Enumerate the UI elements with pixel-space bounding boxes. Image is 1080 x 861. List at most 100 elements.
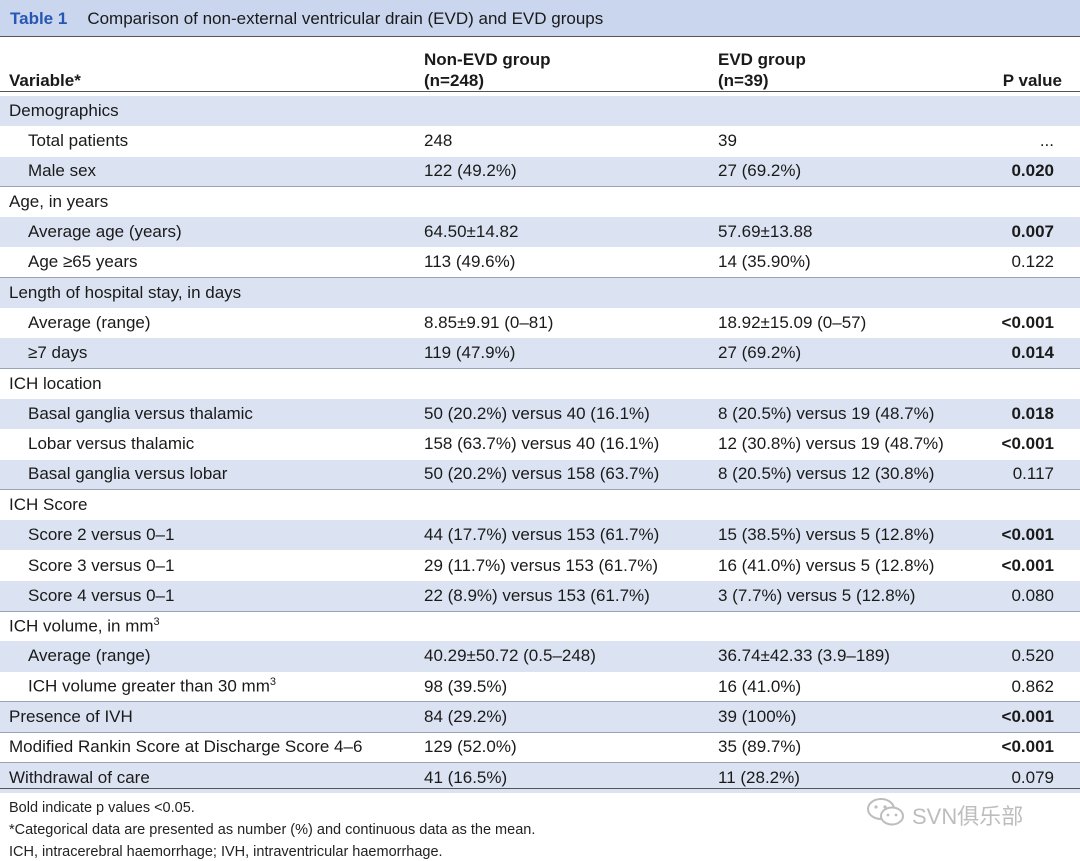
row-label-text: Male sex: [28, 161, 97, 181]
cell-p-value: <0.001: [985, 731, 1080, 763]
cell-p-value: 0.862: [1011, 676, 1054, 696]
row-label: ≥7 days: [0, 338, 418, 368]
cell-evd: 12 (30.8%) versus 19 (48.7%): [718, 434, 944, 454]
table-title: Comparison of non-external ventricular d…: [87, 8, 604, 28]
table-row: Modified Rankin Score at Discharge Score…: [0, 731, 1080, 763]
cell-evd: 8 (20.5%) versus 19 (48.7%): [718, 404, 935, 424]
table-row: Total patients 248 39...: [0, 126, 1080, 156]
cell-non-evd: 8.85±9.91 (0–81): [424, 313, 554, 333]
section-row: ICH location: [0, 368, 1080, 399]
row-label: Average (range): [0, 641, 418, 671]
watermark-text: SVN俱乐部: [912, 804, 1024, 829]
cell-p-value: 0.020: [1011, 161, 1054, 181]
row-label-text: Basal ganglia versus thalamic: [28, 404, 253, 424]
header-non-evd-title: Non-EVD group: [424, 50, 551, 69]
cell-evd: 15 (38.5%) versus 5 (12.8%): [718, 525, 935, 545]
table-row: Male sex 122 (49.2%) 27 (69.2%) 0.020: [0, 156, 1080, 187]
comparison-table: Variable* Non-EVD group (n=248) EVD grou…: [0, 37, 1080, 793]
footnote-significance: Bold indicate p values <0.05.: [9, 800, 195, 816]
table-row: Age ≥65 years 113 (49.6%) 14 (35.90%) 0.122: [0, 247, 1080, 277]
cell-non-evd: 119 (47.9%): [424, 343, 516, 363]
table-row: ≥7 days 119 (47.9%) 27 (69.2%) 0.014: [0, 338, 1080, 369]
table-row: ICH volume greater than 30 mm3 98 (39.5%)…: [0, 672, 1080, 702]
row-label: ICH location: [0, 368, 418, 399]
section-row: Age, in years: [0, 186, 1080, 218]
cell-p-value: 0.117: [1012, 464, 1054, 484]
cell-non-evd: 50 (20.2%) versus 158 (63.7%): [424, 464, 660, 484]
table-row: Basal ganglia versus lobar 50 (20.2%) ver…: [0, 459, 1080, 490]
header-non-evd-n: (n=248): [424, 71, 484, 90]
row-label-text: Score 4 versus 0–1: [28, 585, 175, 605]
cell-empty: [712, 186, 985, 218]
cell-empty: [712, 610, 985, 642]
cell-evd: 16 (41.0%) versus 5 (12.8%): [718, 555, 935, 575]
row-label: Average (range): [0, 308, 418, 338]
table-row: Average (range) 40.29±50.72 (0.5–248) 36.7…: [0, 641, 1080, 672]
row-label: Presence of IVH: [0, 701, 418, 733]
top-rule: [0, 36, 1080, 37]
cell-empty: [712, 96, 985, 126]
cell-empty: [985, 610, 1080, 642]
row-label: ICH Score: [0, 489, 418, 521]
row-label: Score 4 versus 0–1: [0, 581, 418, 611]
cell-p-value: ...: [1039, 131, 1054, 151]
cell-non-evd: 158 (63.7%) versus 40 (16.1%): [424, 434, 660, 454]
row-label: Modified Rankin Score at Discharge Score…: [0, 731, 418, 763]
row-label-text: Modified Rankin Score at Discharge Score…: [9, 737, 363, 757]
row-label: ICH volume greater than 30 mm3: [0, 672, 418, 702]
row-label-text: Age ≥65 years: [28, 252, 138, 272]
header-evd-n: (n=39): [718, 71, 769, 90]
cell-non-evd: 248: [424, 131, 453, 151]
row-label: Length of hospital stay, in days: [0, 277, 418, 309]
cell-empty: [985, 368, 1080, 399]
cell-empty: [418, 277, 712, 309]
wechat-icon: [866, 797, 912, 833]
cell-evd: 18.92±15.09 (0–57): [718, 313, 867, 333]
cell-non-evd: 22 (8.9%) versus 153 (61.7%): [424, 585, 650, 605]
cell-non-evd: 122 (49.2%): [424, 161, 517, 181]
cell-non-evd: 29 (11.7%) versus 153 (61.7%): [424, 555, 659, 575]
cell-p-value: <0.001: [1001, 525, 1054, 545]
row-label-superscript: 3: [269, 676, 277, 689]
row-label-text: Basal ganglia versus lobar: [28, 464, 228, 484]
watermark: SVN俱乐部: [866, 797, 1023, 833]
table-number: Table 1: [10, 8, 68, 28]
cell-evd: 36.74±42.33 (3.9–189): [718, 646, 890, 666]
footnote-data-format: *Categorical data are presented as numbe…: [9, 822, 536, 838]
footnote-abbreviations: ICH, intracerebral haemorrhage; IVH, int…: [9, 844, 443, 860]
row-label-text: Total patients: [28, 131, 129, 151]
row-label-text: ICH Score: [9, 495, 88, 515]
cell-empty: [985, 186, 1080, 218]
row-label-text: ICH volume greater than 30 mm: [28, 676, 270, 696]
cell-p-value: 0.018: [1011, 404, 1054, 424]
header-evd-title: EVD group: [718, 50, 806, 69]
row-label: Male sex: [0, 157, 418, 187]
cell-p-value: 0.014: [1011, 343, 1054, 363]
row-label-text: ICH location: [9, 374, 102, 394]
header-rule: [0, 91, 1080, 92]
row-label: Withdrawal of care: [0, 762, 418, 793]
cell-empty: [985, 489, 1080, 521]
cell-empty: [712, 277, 985, 309]
row-label-superscript: 3: [153, 616, 160, 629]
cell-evd: 8 (20.5%) versus 12 (30.8%): [718, 464, 935, 484]
table-row: Score 3 versus 0–1 29 (11.7%) versus 153 …: [0, 550, 1080, 580]
row-label-text: Length of hospital stay, in days: [9, 283, 242, 303]
cell-empty: [418, 186, 712, 218]
cell-non-evd: 98 (39.5%): [424, 676, 508, 696]
row-label-text: ICH volume, in mm: [9, 616, 154, 636]
cell-evd: 27 (69.2%): [718, 161, 802, 181]
table-title-bar: Table 1 Comparison of non-external ventr…: [0, 0, 1080, 37]
cell-empty: [418, 489, 712, 521]
table-row: Withdrawal of care 41 (16.5%) 11 (28.2%) 0.…: [0, 762, 1080, 793]
row-label: Age, in years: [0, 186, 418, 218]
cell-evd: 57.69±13.88: [718, 222, 813, 242]
row-label: Age ≥65 years: [0, 247, 418, 277]
cell-non-evd: 41 (16.5%): [418, 762, 712, 793]
table-body: Demographics Total patients 248 39... Male s…: [0, 96, 1080, 793]
cell-empty: [712, 368, 985, 399]
header-p-value: P value: [1002, 71, 1062, 90]
section-row: ICH volume, in mm3: [0, 610, 1080, 642]
cell-evd: 11 (28.2%): [712, 762, 985, 793]
table-row: Score 4 versus 0–1 22 (8.9%) versus 153 (…: [0, 580, 1080, 612]
